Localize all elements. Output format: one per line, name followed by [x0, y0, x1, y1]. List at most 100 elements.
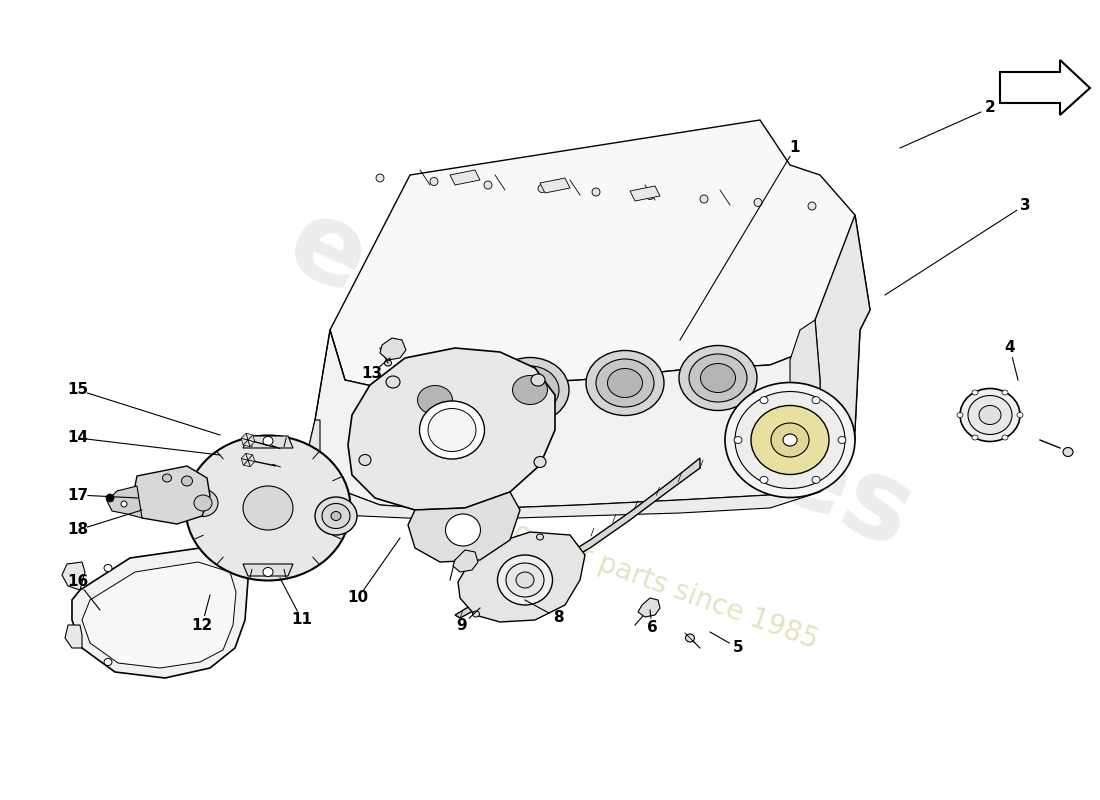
- Ellipse shape: [972, 390, 978, 395]
- Polygon shape: [248, 435, 255, 442]
- Ellipse shape: [396, 367, 474, 433]
- Polygon shape: [455, 458, 700, 618]
- Polygon shape: [246, 434, 253, 440]
- Ellipse shape: [968, 395, 1012, 434]
- Ellipse shape: [188, 490, 218, 517]
- Ellipse shape: [979, 406, 1001, 425]
- Polygon shape: [453, 550, 478, 572]
- Ellipse shape: [725, 382, 855, 498]
- Polygon shape: [107, 486, 142, 518]
- Ellipse shape: [513, 375, 548, 405]
- Ellipse shape: [497, 555, 552, 605]
- Circle shape: [808, 202, 816, 210]
- Ellipse shape: [473, 611, 480, 617]
- Ellipse shape: [607, 369, 642, 398]
- Polygon shape: [62, 562, 85, 590]
- Text: 14: 14: [67, 430, 89, 446]
- Ellipse shape: [194, 495, 212, 511]
- Polygon shape: [72, 548, 248, 678]
- Ellipse shape: [537, 534, 543, 540]
- Text: eurostores: eurostores: [271, 188, 930, 572]
- Polygon shape: [243, 564, 293, 576]
- Text: 13: 13: [362, 366, 383, 381]
- Ellipse shape: [1063, 447, 1072, 457]
- Ellipse shape: [418, 386, 452, 414]
- Polygon shape: [241, 454, 248, 460]
- Ellipse shape: [263, 567, 273, 577]
- Ellipse shape: [812, 397, 820, 404]
- Text: 3: 3: [1020, 198, 1031, 213]
- Text: 6: 6: [647, 621, 658, 635]
- Polygon shape: [243, 440, 250, 446]
- Polygon shape: [315, 330, 860, 510]
- Ellipse shape: [838, 437, 846, 443]
- Text: 18: 18: [67, 522, 89, 538]
- Text: 8: 8: [552, 610, 563, 626]
- Ellipse shape: [734, 437, 742, 443]
- Polygon shape: [245, 454, 253, 460]
- Circle shape: [754, 198, 762, 206]
- Polygon shape: [241, 438, 248, 445]
- Circle shape: [538, 185, 546, 193]
- Polygon shape: [241, 434, 248, 440]
- Ellipse shape: [163, 474, 172, 482]
- Polygon shape: [379, 338, 406, 360]
- Ellipse shape: [679, 346, 757, 410]
- Ellipse shape: [783, 434, 798, 446]
- Ellipse shape: [701, 363, 736, 393]
- Text: 9: 9: [456, 618, 468, 633]
- Ellipse shape: [186, 435, 351, 581]
- Polygon shape: [638, 598, 660, 617]
- Ellipse shape: [182, 476, 192, 486]
- Ellipse shape: [760, 397, 768, 404]
- Ellipse shape: [506, 563, 544, 597]
- Ellipse shape: [735, 391, 845, 489]
- Ellipse shape: [751, 406, 829, 474]
- Polygon shape: [243, 460, 250, 466]
- Polygon shape: [132, 466, 210, 524]
- Text: 1: 1: [790, 141, 801, 155]
- Polygon shape: [241, 458, 248, 466]
- Text: 4: 4: [1004, 341, 1015, 355]
- Polygon shape: [540, 178, 570, 193]
- Circle shape: [430, 178, 438, 186]
- Ellipse shape: [322, 503, 350, 529]
- Ellipse shape: [812, 476, 820, 483]
- Ellipse shape: [685, 634, 694, 642]
- Text: 5: 5: [733, 641, 744, 655]
- Ellipse shape: [531, 374, 544, 386]
- Ellipse shape: [960, 389, 1020, 442]
- Polygon shape: [248, 454, 255, 462]
- Ellipse shape: [243, 486, 293, 530]
- Circle shape: [376, 174, 384, 182]
- Polygon shape: [1000, 60, 1090, 115]
- Ellipse shape: [104, 565, 112, 571]
- Circle shape: [592, 188, 600, 196]
- Ellipse shape: [760, 476, 768, 483]
- Polygon shape: [815, 215, 870, 480]
- Polygon shape: [450, 170, 480, 185]
- Ellipse shape: [957, 413, 962, 418]
- Text: 15: 15: [67, 382, 89, 398]
- Ellipse shape: [419, 401, 484, 459]
- Polygon shape: [330, 120, 870, 390]
- Ellipse shape: [586, 350, 664, 415]
- Polygon shape: [308, 420, 855, 520]
- Circle shape: [106, 494, 114, 502]
- Text: 17: 17: [67, 487, 89, 502]
- Ellipse shape: [972, 435, 978, 440]
- Polygon shape: [408, 492, 520, 562]
- Ellipse shape: [771, 423, 808, 457]
- Polygon shape: [790, 320, 820, 490]
- Ellipse shape: [104, 658, 112, 666]
- Polygon shape: [82, 562, 237, 668]
- Polygon shape: [630, 186, 660, 201]
- Ellipse shape: [1002, 435, 1008, 440]
- Circle shape: [646, 191, 654, 199]
- Text: 10: 10: [348, 590, 369, 606]
- Ellipse shape: [689, 354, 747, 402]
- Ellipse shape: [406, 376, 464, 424]
- Circle shape: [484, 181, 492, 189]
- Text: 11: 11: [292, 613, 312, 627]
- Text: 2: 2: [984, 101, 996, 115]
